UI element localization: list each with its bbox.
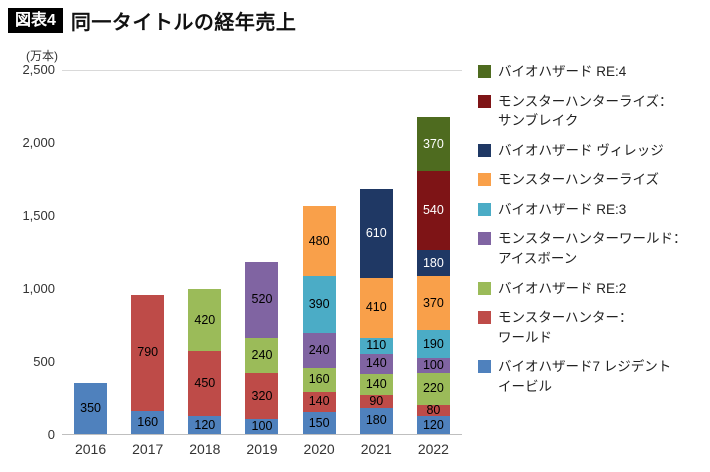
x-axis-label: 2016 bbox=[74, 441, 107, 457]
bar-segment: 80 bbox=[416, 404, 450, 417]
bar-segment: 120 bbox=[188, 416, 222, 434]
legend-item: モンスターハンターライズ bbox=[478, 170, 706, 190]
legend-swatch bbox=[478, 65, 491, 78]
legend-label: バイオハザード RE:4 bbox=[498, 64, 627, 79]
x-axis: 2016 2017 2018 2019 2020 2021 2022 bbox=[62, 441, 462, 457]
y-axis-unit-label: (万本) bbox=[26, 49, 58, 63]
bar-segment: 410 bbox=[359, 277, 393, 338]
legend-label: バイオハザード ヴィレッジ bbox=[498, 142, 664, 158]
chart-title: 図表4 同一タイトルの経年売上 bbox=[8, 6, 296, 35]
bar-segment: 350 bbox=[74, 382, 108, 434]
x-axis-label: 2021 bbox=[360, 441, 392, 457]
legend-item: モンスターハンターライズ： サンブレイク bbox=[478, 92, 706, 131]
bar-segment: 160 bbox=[302, 368, 336, 392]
legend-swatch bbox=[478, 281, 491, 295]
x-axis-label: 2018 bbox=[189, 441, 221, 457]
bar-segment: 220 bbox=[416, 372, 450, 405]
x-axis-label: 2020 bbox=[303, 441, 335, 457]
bar-segment: 320 bbox=[245, 372, 279, 420]
bar-2020: 150 140 160 240 390 480 bbox=[302, 206, 336, 434]
bar-segment: 610 bbox=[359, 188, 393, 278]
bar-2018: 120 450 420 bbox=[188, 289, 222, 434]
bar-2022: 120 80 220 100 190 370 180 540 370 bbox=[416, 117, 450, 434]
bar-segment: 100 bbox=[416, 358, 450, 373]
legend-item: バイオハザード RE:2 bbox=[478, 279, 706, 299]
bar-segment: 140 bbox=[359, 374, 393, 395]
bar-segment: 790 bbox=[131, 295, 165, 411]
bar-segment: 390 bbox=[302, 276, 336, 334]
bar-segment: 180 bbox=[359, 407, 393, 434]
x-axis-label: 2022 bbox=[417, 441, 449, 457]
legend-label: モンスターハンターライズ： サンブレイク bbox=[498, 93, 673, 129]
legend-label: バイオハザード RE:2 bbox=[498, 280, 627, 296]
legend-label: バイオハザード RE:3 bbox=[498, 201, 627, 217]
bar-segment: 540 bbox=[416, 171, 450, 251]
bar-segment: 370 bbox=[416, 117, 450, 172]
legend-swatch bbox=[478, 360, 491, 374]
x-axis-label: 2019 bbox=[246, 441, 278, 457]
bar-segment: 420 bbox=[188, 289, 222, 351]
bar-segment: 370 bbox=[416, 276, 450, 331]
bar-segment: 240 bbox=[245, 337, 279, 373]
y-tick-label: 500 bbox=[33, 354, 55, 369]
bar-segment: 150 bbox=[302, 412, 336, 434]
plot-area: 350 160 790 120 450 420 100 320 240 520 150 140 160 2… bbox=[62, 70, 462, 435]
y-tick-label: 1,500 bbox=[22, 208, 55, 223]
bar-segment: 90 bbox=[359, 394, 393, 408]
bar-segment: 240 bbox=[302, 333, 336, 369]
bar-segment: 450 bbox=[188, 350, 222, 417]
bar-segment: 140 bbox=[302, 391, 336, 413]
legend-label: モンスターハンター： ワールド bbox=[498, 310, 633, 345]
bar-segment: 190 bbox=[416, 330, 450, 359]
bar-segment: 120 bbox=[416, 416, 450, 434]
bar-segment: 480 bbox=[302, 206, 336, 277]
legend-label: バイオハザード7 レジデント イービル bbox=[498, 359, 672, 394]
y-tick-label: 2,000 bbox=[22, 135, 55, 150]
bar-segment: 100 bbox=[245, 419, 279, 434]
legend-label: モンスターハンターライズ bbox=[498, 172, 660, 188]
legend-item: モンスターハンター： ワールド bbox=[478, 308, 706, 347]
legend-item: バイオハザード7 レジデント イービル bbox=[478, 357, 706, 396]
bar-segment: 110 bbox=[359, 337, 393, 354]
legend-item: バイオハザード ヴィレッジ bbox=[478, 141, 706, 161]
x-axis-label: 2017 bbox=[132, 441, 164, 457]
legend-item: モンスターハンターワールド： アイスボーン bbox=[478, 229, 706, 268]
legend-swatch bbox=[478, 311, 491, 325]
bar-segment: 160 bbox=[131, 410, 165, 434]
bar-2016: 350 bbox=[74, 382, 108, 434]
legend-swatch bbox=[478, 94, 491, 108]
title-text: 同一タイトルの経年売上 bbox=[70, 12, 297, 34]
legend-item: バイオハザード RE:4 bbox=[478, 62, 706, 82]
legend-swatch bbox=[478, 202, 491, 216]
title-badge: 図表4 bbox=[8, 7, 63, 34]
legend-label: モンスターハンターワールド： アイスボーン bbox=[498, 231, 687, 266]
legend: バイオハザード RE:4 モンスターハンターライズ： サンブレイクバイオハザード … bbox=[478, 62, 706, 396]
bar-segment: 520 bbox=[245, 261, 279, 338]
bar-segment: 180 bbox=[416, 250, 450, 277]
legend-swatch bbox=[478, 143, 491, 157]
legend-swatch bbox=[478, 232, 491, 246]
y-tick-label: 1,000 bbox=[22, 281, 55, 296]
legend-item: バイオハザード RE:3 bbox=[478, 200, 706, 220]
bar-segment: 140 bbox=[359, 353, 393, 375]
y-axis: 0 500 1,000 1,500 2,000 2,500 bbox=[0, 62, 55, 442]
legend-swatch bbox=[478, 173, 491, 187]
y-tick-label: 2,500 bbox=[22, 62, 55, 77]
bar-2017: 160 790 bbox=[131, 295, 165, 434]
y-tick-label: 0 bbox=[47, 427, 55, 442]
bar-2019: 100 320 240 520 bbox=[245, 261, 279, 434]
